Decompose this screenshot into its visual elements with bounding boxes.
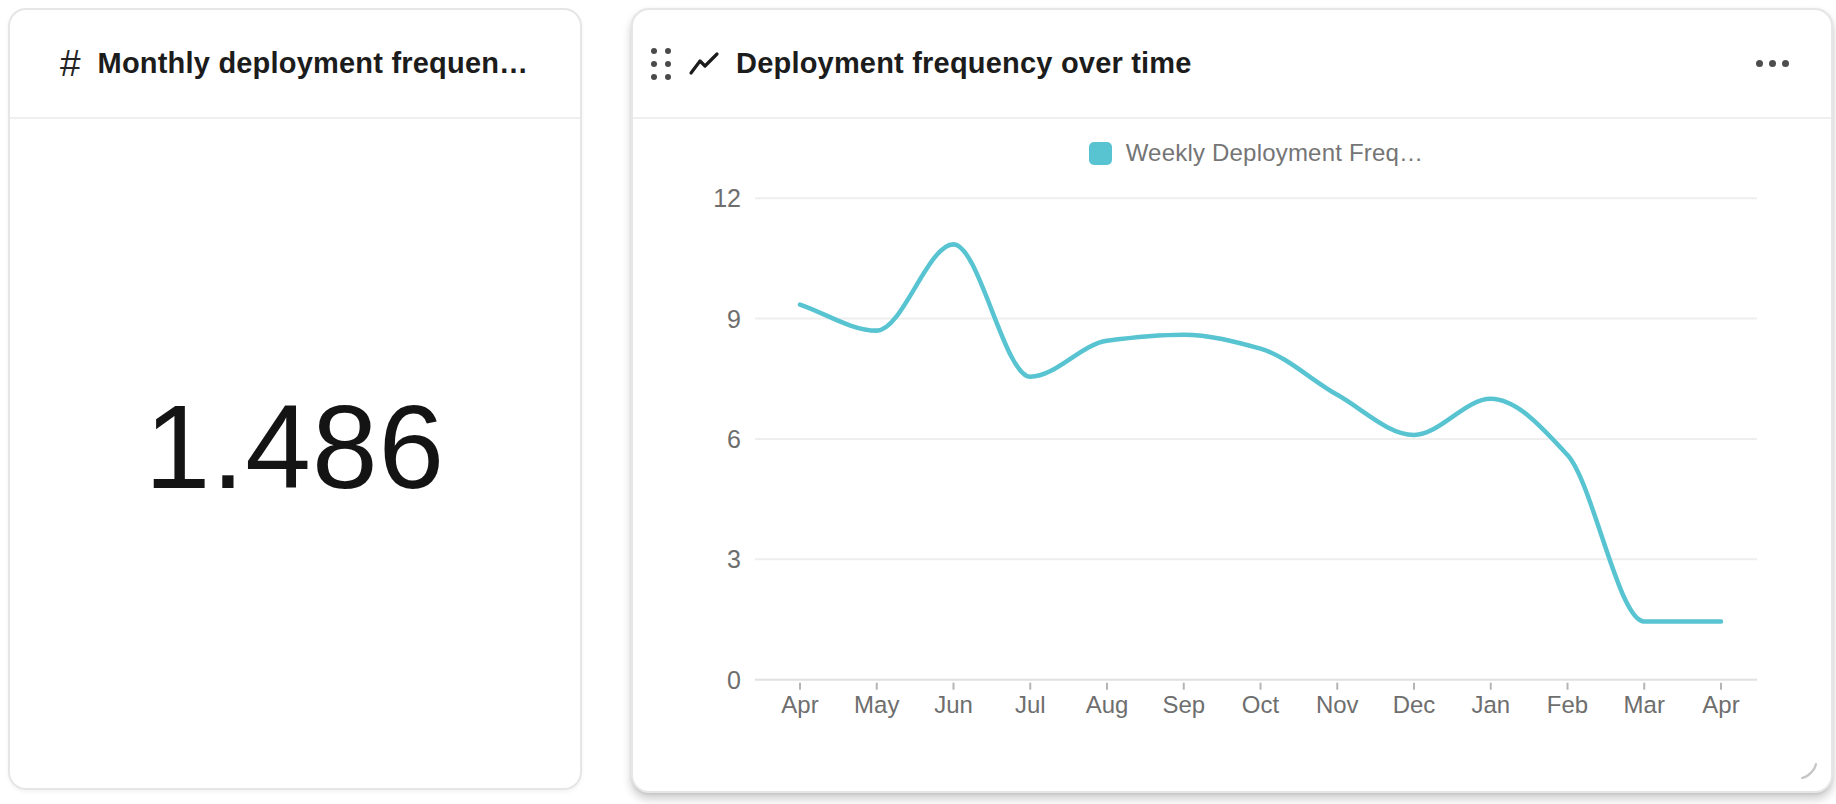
- hash-icon: #: [60, 45, 81, 82]
- chart-card: Deployment frequency over time Weekly De…: [631, 8, 1833, 793]
- x-axis-label: May: [854, 691, 899, 718]
- chart-card-title: Deployment frequency over time: [736, 47, 1192, 80]
- metric-card: # Monthly deployment frequen… 1.486: [8, 8, 582, 790]
- metric-value: 1.486: [145, 379, 445, 515]
- x-axis-label: Apr: [781, 691, 818, 718]
- x-axis-label: Feb: [1547, 691, 1588, 718]
- chart-line: [800, 244, 1721, 621]
- trend-line-icon: [687, 49, 721, 79]
- y-axis-label: 12: [713, 184, 741, 212]
- chart-card-header: Deployment frequency over time: [633, 10, 1831, 119]
- y-axis-label: 6: [727, 425, 741, 453]
- resize-handle-icon[interactable]: [1799, 761, 1819, 785]
- y-axis-label: 3: [727, 545, 741, 573]
- x-axis-label: Oct: [1242, 691, 1280, 718]
- x-axis-label: Aug: [1086, 691, 1129, 718]
- x-axis-label: Jun: [934, 691, 973, 718]
- x-axis-label: Jan: [1471, 691, 1510, 718]
- x-axis-label: Nov: [1316, 691, 1359, 718]
- metric-card-body: 1.486: [10, 119, 580, 788]
- drag-handle-icon[interactable]: [651, 48, 671, 80]
- y-axis-label: 0: [727, 666, 741, 694]
- chart-canvas[interactable]: 12 9 6 3 0 Apr May Jun Jul Aug Sep Oct Nov Dec Jan Feb M…: [633, 119, 1831, 791]
- metric-card-title: Monthly deployment frequen…: [98, 47, 529, 80]
- x-axis-label: Jul: [1015, 691, 1046, 718]
- metric-card-header: # Monthly deployment frequen…: [10, 10, 580, 119]
- more-options-button[interactable]: [1754, 52, 1791, 75]
- x-axis-label: Apr: [1702, 691, 1739, 718]
- y-axis-label: 9: [727, 305, 741, 333]
- x-axis-label: Mar: [1624, 691, 1665, 718]
- x-axis-label: Sep: [1162, 691, 1205, 718]
- chart-body: Weekly Deployment Freq… 129630AprMayJunJ…: [633, 119, 1831, 791]
- x-axis-label: Dec: [1393, 691, 1436, 718]
